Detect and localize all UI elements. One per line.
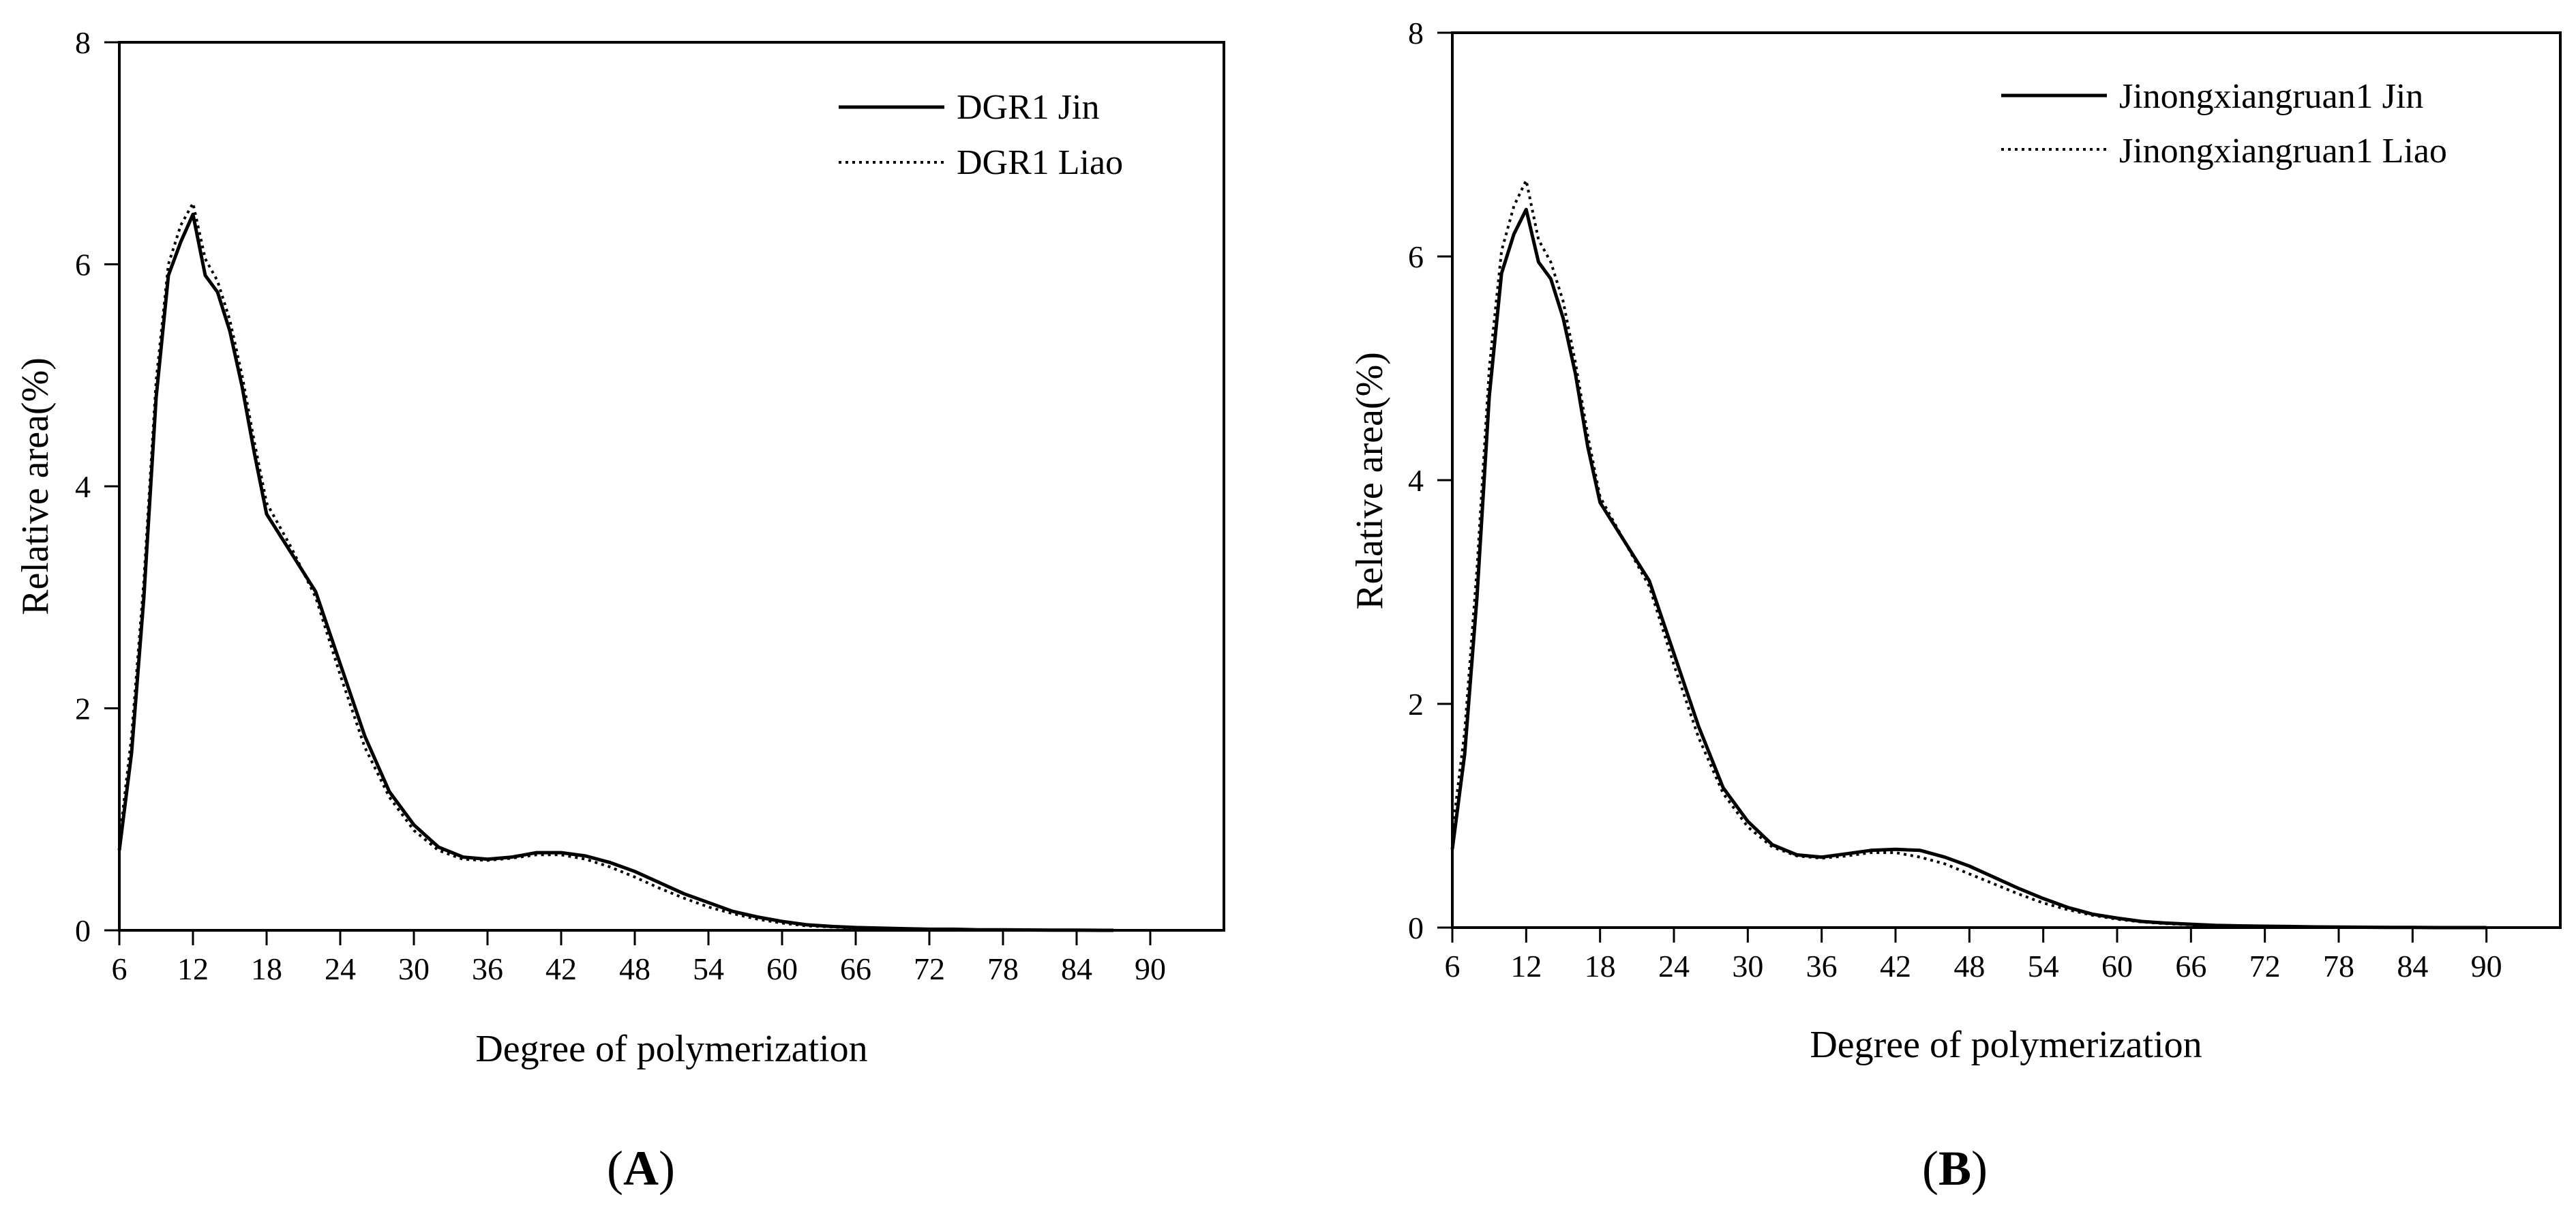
panel-b-x-tick-label: 60 xyxy=(2101,949,2133,984)
panel-b-x-tick-label: 42 xyxy=(1880,949,1911,984)
panel-a-x-tick-label: 24 xyxy=(325,951,356,986)
panel-b-y-tick-label: 4 xyxy=(1408,463,1424,498)
panel-b-x-tick-label: 24 xyxy=(1658,949,1690,984)
panel-a-y-tick-label: 2 xyxy=(75,692,91,726)
panel-a-y-tick-label: 4 xyxy=(75,469,91,504)
panel-b-x-tick-label: 30 xyxy=(1732,949,1763,984)
panel-b-legend-label-jin: Jinongxiangruan1 Jin xyxy=(2119,77,2423,116)
panel-b-x-tick-label: 84 xyxy=(2397,949,2428,984)
panel-b-x-tick-label: 54 xyxy=(2028,949,2059,984)
panel-b-x-tick-label: 36 xyxy=(1806,949,1838,984)
panel-b-x-tick-label: 78 xyxy=(2323,949,2354,984)
panel-a-y-tick-label: 8 xyxy=(75,25,91,60)
panel-b-y-tick-label: 0 xyxy=(1408,911,1424,945)
panel-b-series xyxy=(1450,179,2487,930)
panel-a-x-tick-label: 42 xyxy=(545,951,577,986)
panel-a-x-tick-label: 84 xyxy=(1061,951,1092,986)
panel-b-y-tick-label: 6 xyxy=(1408,239,1424,274)
panel-b-y-tick-label: 8 xyxy=(1408,16,1424,50)
panel-b-x-tick-label: 90 xyxy=(2471,949,2502,984)
panel-a-x-tick-label: 54 xyxy=(693,951,724,986)
panel-a-x-tick-label: 60 xyxy=(766,951,798,986)
panel-b-y-tick-label: 2 xyxy=(1408,687,1424,722)
panel-b-series-jin-line xyxy=(1450,207,2487,930)
panel-b-legend-label-liao: Jinongxiangruan1 Liao xyxy=(2119,132,2447,171)
panel-b-x-tick-label: 6 xyxy=(1445,949,1461,984)
panel-a-y-tick-label: 0 xyxy=(75,913,91,948)
panel-b-x-tick-label: 66 xyxy=(2175,949,2206,984)
panel-b-x-axis-title: Degree of polymerization xyxy=(1810,1024,2202,1066)
panel-a-x-tick-label: 30 xyxy=(398,951,430,986)
panel-a-x-tick-label: 66 xyxy=(840,951,871,986)
panel-b-series-liao-line xyxy=(1451,179,2487,929)
panel-b-x-tick-label: 72 xyxy=(2249,949,2281,984)
panel-a-legend: DGR1 Jin DGR1 Liao xyxy=(839,88,1123,182)
panel-a-label: (A) xyxy=(607,1141,675,1196)
panel-a-series-jin-line xyxy=(117,212,1113,932)
panel-a-series xyxy=(117,202,1113,932)
panel-b-legend: Jinongxiangruan1 Jin Jinongxiangruan1 Li… xyxy=(2001,77,2447,171)
panel-b-y-axis-title: Relative area(%) xyxy=(1349,352,1391,610)
panel-b-x-tick-label: 48 xyxy=(1953,949,1985,984)
panel-a-x-axis-title: Degree of polymerization xyxy=(475,1028,867,1070)
panel-b-label: (B) xyxy=(1922,1141,1988,1196)
panel-a-y-axis-title: Relative area(%) xyxy=(14,357,57,615)
panel-b-x-tick-label: 18 xyxy=(1585,949,1616,984)
panel-b-x-tick-label: 12 xyxy=(1510,949,1542,984)
panel-a-x-tick-label: 6 xyxy=(112,951,128,986)
panel-a-series-liao-line xyxy=(118,202,1113,932)
panel-a-x-tick-label: 48 xyxy=(619,951,650,986)
panel-a-x-tick-label: 36 xyxy=(472,951,503,986)
panel-a-x-tick-label: 18 xyxy=(251,951,282,986)
panel-a-x-tick-label: 90 xyxy=(1135,951,1166,986)
panel-a-x-tick-label: 78 xyxy=(987,951,1019,986)
panel-a-legend-label-jin: DGR1 Jin xyxy=(957,88,1099,127)
panel-a-x-tick-label: 72 xyxy=(914,951,945,986)
panel-a-legend-label-liao: DGR1 Liao xyxy=(957,143,1123,182)
panel-a-y-tick-label: 6 xyxy=(75,248,91,282)
panel-a-x-tick-label: 12 xyxy=(177,951,209,986)
